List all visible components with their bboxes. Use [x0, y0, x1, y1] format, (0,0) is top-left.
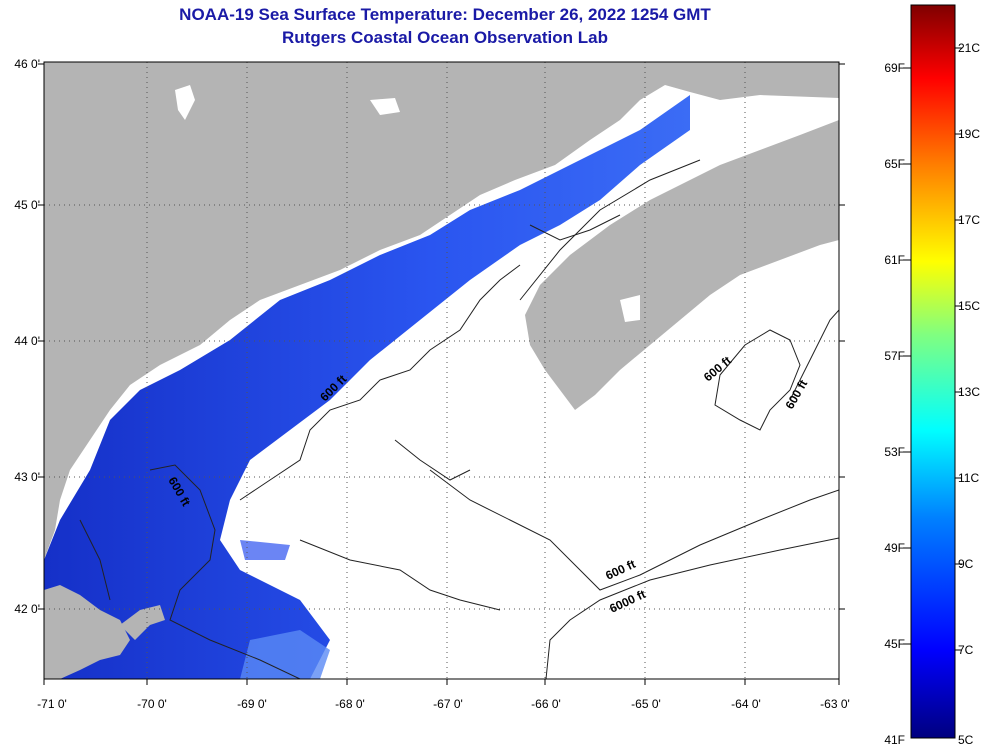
lon-tick-label: -64 0': [731, 697, 761, 711]
map-subtitle: Rutgers Coastal Ocean Observation Lab: [282, 28, 608, 47]
colorbar-celsius-label: 13C: [958, 385, 980, 399]
lon-tick-label: -69 0': [237, 697, 267, 711]
cold-water-band: [44, 95, 690, 679]
lon-tick-label: -65 0': [631, 697, 661, 711]
colorbar-celsius-label: 19C: [958, 127, 980, 141]
lake: [620, 295, 640, 322]
cold-water-patch: [240, 540, 290, 560]
colorbar-celsius-label: 9C: [958, 557, 974, 571]
colorbar-fahrenheit-label: 53F: [884, 445, 905, 459]
map-title: NOAA-19 Sea Surface Temperature: Decembe…: [179, 5, 711, 24]
new-england-landmass: [44, 62, 839, 560]
tick-marks: [38, 63, 845, 685]
lat-tick-label: 45 0': [14, 198, 40, 212]
lat-tick-label: 46 0': [14, 57, 40, 71]
lon-tick-label: -68 0': [335, 697, 365, 711]
colorbar-fahrenheit-label: 41F: [884, 733, 905, 747]
lon-tick-label: -67 0': [433, 697, 463, 711]
cape-cod-hook: [120, 605, 165, 640]
lat-tick-label: 42 0': [14, 602, 40, 616]
lake: [370, 98, 400, 115]
lon-tick-label: -70 0': [137, 697, 167, 711]
colorbar-fahrenheit-label: 57F: [884, 349, 905, 363]
lake: [175, 85, 195, 120]
colorbar-ticks: [903, 47, 962, 651]
lon-tick-label: -66 0': [531, 697, 561, 711]
bathymetry-contours: [79, 159, 839, 679]
colorbar-celsius-label: 15C: [958, 299, 980, 313]
colorbar-celsius-label: 7C: [958, 643, 974, 657]
colorbar-fahrenheit-label: 65F: [884, 157, 905, 171]
lat-tick-label: 43 0': [14, 470, 40, 484]
colorbar-celsius-label: 21C: [958, 41, 980, 55]
colorbar-celsius-label: 17C: [958, 213, 980, 227]
colorbar: [910, 4, 956, 739]
colorbar-fahrenheit-label: 45F: [884, 637, 905, 651]
map-frame: [43, 61, 840, 680]
colorbar-fahrenheit-label: 61F: [884, 253, 905, 267]
colorbar-celsius-label: 11C: [958, 471, 979, 485]
colorbar-fahrenheit-label: 69F: [884, 61, 905, 75]
lon-tick-label: -63 0': [820, 697, 850, 711]
cold-water-patch: [240, 630, 330, 679]
nova-scotia-landmass: [525, 120, 839, 410]
colorbar-celsius-label: 5C: [958, 733, 974, 747]
lat-tick-label: 44 0': [14, 334, 40, 348]
colorbar-fahrenheit-label: 49F: [884, 541, 905, 555]
cape-cod-landmass: [44, 585, 130, 679]
lon-tick-label: -71 0': [37, 697, 67, 711]
